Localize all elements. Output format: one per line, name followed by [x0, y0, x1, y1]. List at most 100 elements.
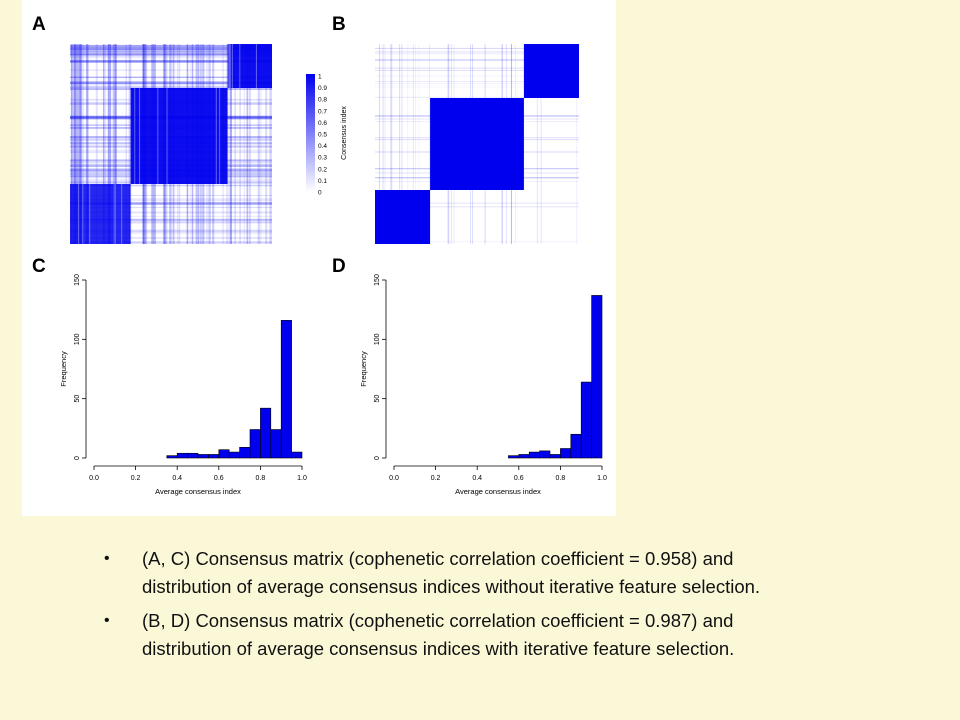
- x-tick-label: 0.4: [472, 475, 482, 482]
- heatmap-column-band: [399, 44, 401, 244]
- y-tick-label: 0: [74, 456, 81, 460]
- heatmap-row-band: [70, 201, 272, 205]
- heatmap-block-stripe: [219, 88, 221, 184]
- x-tick-label: 0.0: [89, 475, 99, 482]
- heatmap-row-band: [375, 47, 579, 49]
- histogram-bar: [580, 381, 592, 459]
- heatmap-block-stripe: [115, 184, 117, 244]
- heatmap-block-stripe: [166, 88, 168, 184]
- heatmap-column-band: [415, 44, 417, 244]
- colorbar-gradient: [306, 74, 315, 192]
- bullet-text: (A, C) Consensus matrix (cophenetic corr…: [142, 548, 761, 597]
- heatmap-row-band: [70, 44, 272, 48]
- colorbar-tick-label: 0.1: [318, 178, 327, 185]
- heatmap-column-band: [86, 44, 88, 244]
- histogram-bar: [280, 320, 292, 459]
- heatmap-column-band: [107, 44, 110, 244]
- heatmap-column-band: [265, 44, 268, 244]
- colorbar-title: Consensus index: [341, 106, 348, 160]
- caption-bullets: • (A, C) Consensus matrix (cophenetic co…: [104, 545, 804, 669]
- heatmap-cluster-block: [430, 98, 524, 190]
- heatmap-column-band: [269, 44, 272, 244]
- heatmap-cluster-block: [523, 44, 579, 98]
- heatmap-row-band: [70, 243, 272, 244]
- heatmap-cluster-block: [227, 44, 272, 88]
- heatmap-row-band: [70, 51, 272, 54]
- heatmap-block-stripe: [239, 44, 241, 88]
- histogram-bar: [560, 448, 572, 459]
- heatmap-column-band: [70, 44, 74, 244]
- heatmap-row-band: [70, 76, 272, 79]
- heatmap-row-band: [70, 47, 272, 50]
- heatmap-row-band: [70, 184, 272, 187]
- heatmap-cluster-block: [130, 88, 228, 184]
- heatmap-row-band: [375, 83, 579, 85]
- heatmap-column-band: [239, 44, 241, 244]
- heatmap-row-band: [375, 96, 579, 98]
- heatmap-column-band: [75, 44, 78, 244]
- heatmap-column-band: [73, 44, 76, 244]
- heatmap-column-band: [73, 44, 77, 244]
- heatmap-row-band: [70, 198, 272, 202]
- heatmap-row-band: [375, 58, 579, 60]
- histogram-bar: [270, 429, 282, 459]
- heatmap-row-band: [70, 76, 272, 79]
- heatmap-row-band: [70, 218, 272, 221]
- consensus-colorbar: 1 0.9 0.8 0.7 0.6 0.5 0.4 0.3 0.2 0.1 0 Consensus …: [306, 74, 348, 197]
- x-tick-label: 1.0: [597, 475, 607, 482]
- histogram-bar: [197, 454, 209, 459]
- panel-label-c: C: [32, 256, 46, 277]
- heatmap-row-band: [70, 206, 272, 209]
- bullet-item-bd: • (B, D) Consensus matrix (cophenetic co…: [104, 607, 804, 663]
- y-tick-label: 0: [374, 456, 381, 460]
- heatmap-block-stripe: [231, 44, 233, 88]
- heatmap-column-band: [269, 44, 271, 244]
- x-axis-label: Average consensus index: [455, 487, 541, 496]
- heatmap-row-band: [70, 45, 272, 48]
- heatmap-row-band: [70, 81, 272, 84]
- heatmap-column-band: [391, 44, 393, 244]
- heatmap-column-band: [108, 44, 112, 244]
- heatmap-column-band: [102, 44, 105, 244]
- heatmap-row-band: [375, 206, 579, 208]
- heatmap-block-stripe: [121, 184, 123, 244]
- heatmap-column-band: [79, 44, 81, 244]
- heatmap-column-band: [412, 44, 414, 244]
- y-axis-label: Frequency: [359, 351, 368, 387]
- heatmap-column-band: [384, 44, 386, 244]
- heatmap-column-band: [378, 44, 380, 244]
- heatmap-row-band: [70, 194, 272, 197]
- heatmap-row-band: [375, 59, 579, 61]
- heatmap-column-band: [114, 44, 117, 244]
- histogram-bar: [528, 451, 540, 459]
- heatmap-row-band: [375, 202, 579, 204]
- heatmap-row-band: [70, 83, 272, 86]
- bullet-marker: •: [104, 612, 110, 629]
- heatmap-block-stripe: [157, 88, 159, 184]
- y-tick-label: 150: [74, 274, 81, 286]
- colorbar-tick-label: 0.5: [318, 132, 327, 139]
- heatmap-row-band: [70, 241, 272, 243]
- heatmap-block-stripe: [134, 88, 136, 184]
- histogram-bar: [518, 454, 530, 459]
- heatmap-row-band: [70, 60, 272, 63]
- y-tick-label: 100: [374, 333, 381, 345]
- x-tick-label: 0.6: [514, 475, 524, 482]
- histogram-bar: [591, 295, 603, 459]
- heatmap-column-band: [401, 44, 403, 244]
- heatmap-column-band: [125, 44, 127, 244]
- heatmap-cluster-block: [375, 190, 431, 244]
- heatmap-column-band: [95, 44, 98, 244]
- heatmap-row-band: [375, 51, 579, 53]
- heatmap-row-band: [70, 229, 272, 233]
- heatmap-column-band: [229, 44, 232, 244]
- heatmap-column-band: [257, 44, 260, 244]
- heatmap-block-stripe: [230, 44, 232, 88]
- colorbar-tick-label: 0.4: [318, 143, 327, 150]
- histogram-bar: [208, 454, 220, 459]
- heatmap-column-band: [407, 44, 409, 244]
- heatmap-column-band: [102, 44, 106, 244]
- heatmap-column-band: [230, 44, 233, 244]
- heatmap-row-band: [70, 237, 272, 239]
- heatmap-block-stripe: [138, 88, 140, 184]
